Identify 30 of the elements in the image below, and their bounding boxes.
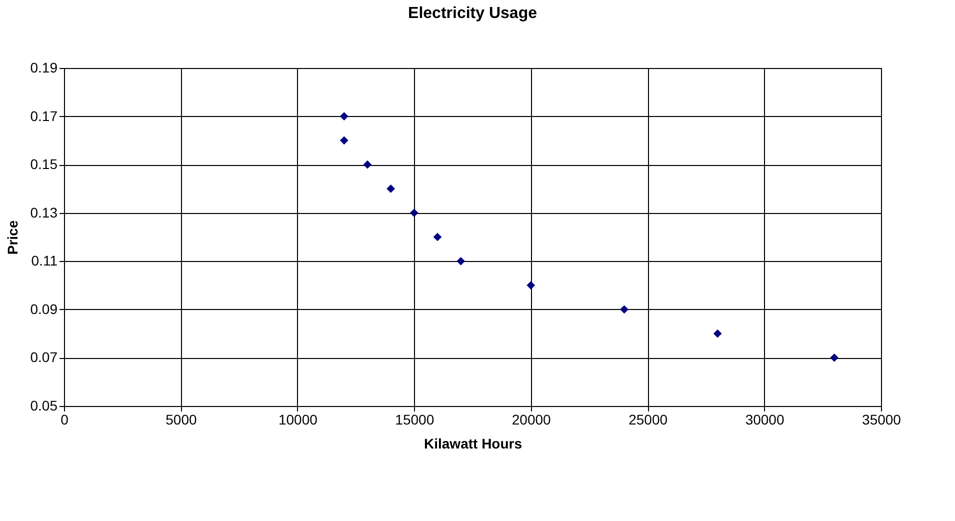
y-tick-label: 0.15 [30, 156, 58, 172]
point [363, 160, 372, 169]
x-tick-label: 5000 [166, 412, 197, 428]
point [620, 305, 628, 314]
y-tick-label: 0.09 [30, 300, 58, 317]
point [340, 112, 348, 120]
chart-title: Electricity Usage [408, 5, 538, 22]
y-tick-label: 0.11 [31, 252, 58, 269]
point [386, 184, 395, 193]
y-tick-label: 0.17 [30, 108, 58, 124]
x-tick-label: 25000 [628, 412, 668, 428]
x-tick-label: 15000 [395, 412, 434, 428]
y-tick-label: 0.19 [30, 60, 58, 76]
x-axis-title: Kilawatt Hours [424, 436, 522, 452]
point [713, 329, 722, 338]
x-tick-label: 0 [60, 412, 69, 428]
y-tick-label: 0.07 [30, 349, 58, 366]
x-tick-label: 35000 [862, 412, 902, 428]
y-axis-title: Price [4, 220, 20, 255]
point [340, 136, 348, 145]
point [526, 281, 536, 290]
point [433, 232, 442, 242]
y-tick-label: 0.05 [30, 398, 58, 414]
y-tick-label: 0.13 [30, 204, 58, 220]
point [410, 208, 418, 218]
point [456, 256, 466, 266]
x-tick-label: 20000 [512, 412, 552, 428]
x-tick-label: 10000 [278, 412, 318, 428]
point [830, 354, 838, 362]
x-tick-label: 30000 [745, 412, 784, 428]
